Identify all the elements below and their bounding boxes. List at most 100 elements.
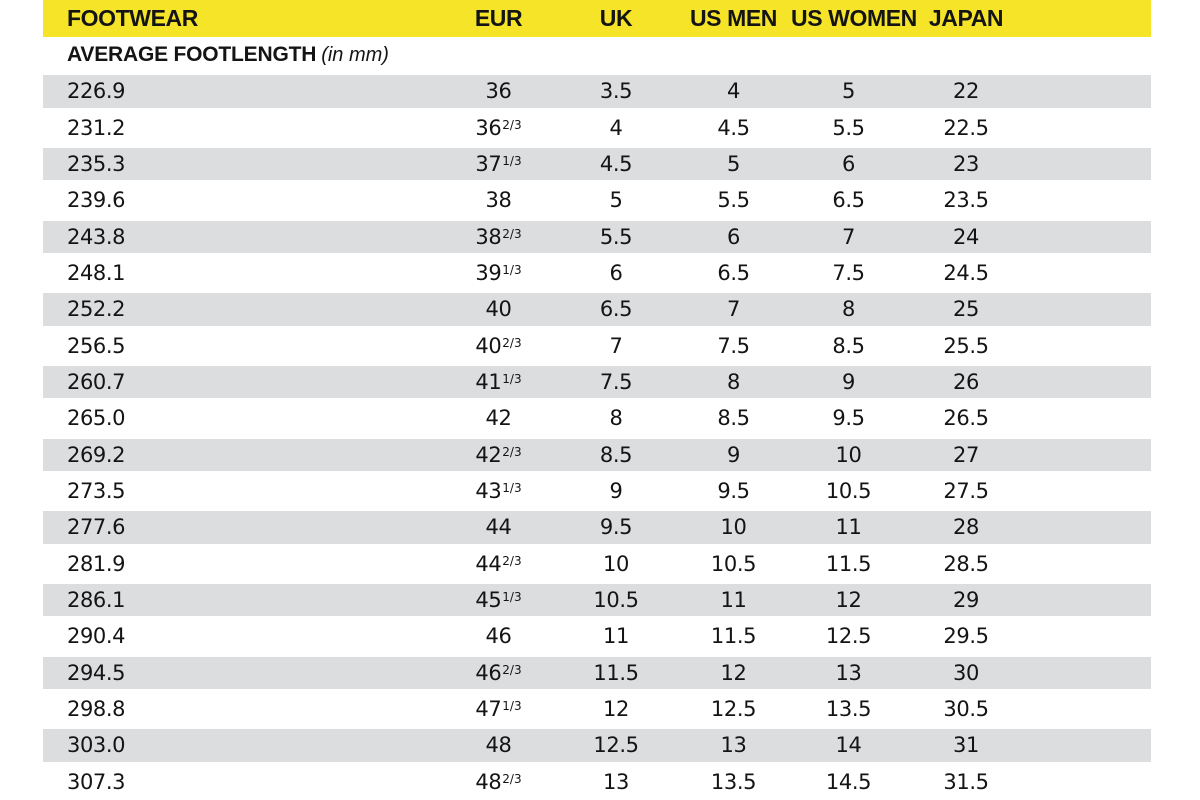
eur-fraction: 1/3 bbox=[502, 263, 522, 278]
cell-uk: 7.5 bbox=[556, 363, 676, 401]
subheader-label: AVERAGE FOOTLENGTH bbox=[67, 43, 317, 67]
cell-eur: 482/3 bbox=[475, 769, 522, 794]
cell-footlength: 277.6 bbox=[43, 509, 441, 546]
table-row: 294.5 462/3 11.5 12 13 30 bbox=[43, 654, 1151, 691]
cell-uk: 4.5 bbox=[556, 145, 676, 183]
row-filler bbox=[1026, 509, 1151, 546]
row-filler bbox=[1026, 73, 1151, 110]
cell-us-men: 13.5 bbox=[710, 769, 757, 794]
cell-eur: 42 bbox=[485, 406, 512, 431]
cell-footlength: 260.7 bbox=[43, 363, 441, 401]
eur-fraction: 2/3 bbox=[502, 335, 522, 350]
cell-footlength: 307.3 bbox=[67, 769, 126, 794]
cell-uk: 8.5 bbox=[556, 436, 676, 473]
table-row: 281.9 442/3 10 10.5 11.5 28.5 bbox=[43, 546, 1151, 582]
eur-fraction: 2/3 bbox=[502, 771, 522, 786]
cell-footlength: 248.1 bbox=[67, 261, 126, 286]
subheader-row: AVERAGE FOOTLENGTH (in mm) bbox=[43, 37, 1151, 73]
cell-footlength: 281.9 bbox=[67, 551, 126, 576]
table-row: 298.8 471/3 12 12.5 13.5 30.5 bbox=[43, 691, 1151, 727]
cell-eur: 442/3 bbox=[475, 551, 522, 576]
cell-japan: 25 bbox=[906, 291, 1026, 328]
cell-japan: 29 bbox=[906, 581, 1026, 619]
cell-eur: 411/3 bbox=[441, 363, 556, 401]
cell-eur: 391/3 bbox=[475, 261, 522, 286]
row-filler bbox=[1026, 182, 1151, 218]
cell-us-men: 12 bbox=[676, 654, 791, 691]
eur-fraction: 2/3 bbox=[502, 662, 522, 677]
eur-fraction: 1/3 bbox=[502, 154, 522, 169]
row-filler bbox=[1026, 764, 1151, 800]
cell-us-men: 7.5 bbox=[717, 333, 750, 358]
cell-eur: 48 bbox=[441, 727, 556, 764]
cell-us-men: 6.5 bbox=[717, 261, 750, 286]
cell-footlength: 235.3 bbox=[43, 145, 441, 183]
cell-japan: 30 bbox=[906, 654, 1026, 691]
row-filler bbox=[1026, 328, 1151, 364]
cell-us-women: 14 bbox=[791, 727, 906, 764]
cell-us-women: 8 bbox=[791, 291, 906, 328]
table-row: 303.0 48 12.5 13 14 31 bbox=[43, 727, 1151, 764]
row-filler bbox=[1026, 145, 1151, 183]
cell-us-women: 6 bbox=[791, 145, 906, 183]
table-row: 277.6 44 9.5 10 11 28 bbox=[43, 509, 1151, 546]
cell-uk: 5 bbox=[609, 188, 623, 213]
cell-uk: 11.5 bbox=[556, 654, 676, 691]
table-row: 256.5 402/3 7 7.5 8.5 25.5 bbox=[43, 328, 1151, 364]
cell-us-men: 10 bbox=[676, 509, 791, 546]
cell-us-women: 5 bbox=[791, 73, 906, 110]
cell-us-women: 6.5 bbox=[832, 188, 865, 213]
cell-us-women: 13 bbox=[791, 654, 906, 691]
table-row: 252.2 40 6.5 7 8 25 bbox=[43, 291, 1151, 328]
column-header-uk: UK bbox=[556, 0, 676, 37]
cell-japan: 24.5 bbox=[943, 261, 989, 286]
cell-us-women: 7.5 bbox=[832, 261, 865, 286]
row-filler bbox=[1026, 218, 1151, 255]
row-filler bbox=[1026, 654, 1151, 691]
cell-eur: 44 bbox=[441, 509, 556, 546]
cell-eur: 382/3 bbox=[441, 218, 556, 255]
row-filler bbox=[1026, 581, 1151, 619]
table-row: 260.7 411/3 7.5 8 9 26 bbox=[43, 363, 1151, 401]
cell-japan: 28 bbox=[906, 509, 1026, 546]
cell-eur: 371/3 bbox=[441, 145, 556, 183]
cell-footlength: 303.0 bbox=[43, 727, 441, 764]
cell-us-men: 8 bbox=[676, 363, 791, 401]
eur-fraction: 2/3 bbox=[502, 226, 522, 241]
cell-us-men: 9.5 bbox=[717, 479, 750, 504]
cell-uk: 9 bbox=[609, 479, 623, 504]
table-row: 286.1 451/3 10.5 11 12 29 bbox=[43, 581, 1151, 619]
cell-us-women: 10 bbox=[791, 436, 906, 473]
row-filler bbox=[1026, 255, 1151, 291]
eur-fraction: 1/3 bbox=[502, 372, 522, 387]
cell-uk: 8 bbox=[609, 406, 623, 431]
row-filler bbox=[1026, 436, 1151, 473]
cell-footlength: 290.4 bbox=[67, 624, 126, 649]
cell-japan: 27.5 bbox=[943, 479, 989, 504]
footwear-size-table: FOOTWEAR EUR UK US MEN US WOMEN JAPAN AV… bbox=[43, 0, 1151, 800]
cell-footlength: 239.6 bbox=[67, 188, 126, 213]
column-header-footwear: FOOTWEAR bbox=[43, 0, 441, 37]
header-row: FOOTWEAR EUR UK US MEN US WOMEN JAPAN bbox=[43, 0, 1151, 37]
row-filler bbox=[1026, 691, 1151, 727]
cell-uk: 6.5 bbox=[556, 291, 676, 328]
cell-us-women: 14.5 bbox=[825, 769, 872, 794]
cell-eur: 46 bbox=[485, 624, 512, 649]
cell-eur: 36 bbox=[441, 73, 556, 110]
row-filler bbox=[1026, 618, 1151, 654]
cell-japan: 26.5 bbox=[943, 406, 989, 431]
cell-us-women: 13.5 bbox=[825, 697, 872, 722]
cell-us-women: 9.5 bbox=[832, 406, 865, 431]
cell-uk: 12 bbox=[603, 697, 629, 722]
cell-japan: 22.5 bbox=[943, 115, 989, 140]
header-filler bbox=[1026, 0, 1151, 37]
cell-japan: 23 bbox=[906, 145, 1026, 183]
cell-uk: 6 bbox=[609, 261, 623, 286]
column-header-japan: JAPAN bbox=[906, 0, 1026, 37]
cell-eur: 40 bbox=[441, 291, 556, 328]
cell-uk: 12.5 bbox=[556, 727, 676, 764]
table-row: 239.6 38 5 5.5 6.5 23.5 bbox=[43, 182, 1151, 218]
cell-eur: 362/3 bbox=[475, 115, 522, 140]
column-header-eur: EUR bbox=[441, 0, 556, 37]
cell-eur: 431/3 bbox=[475, 479, 522, 504]
